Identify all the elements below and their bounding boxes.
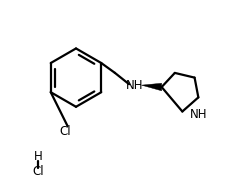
Text: Cl: Cl [60, 125, 71, 138]
Text: NH: NH [190, 108, 207, 121]
Text: Cl: Cl [32, 165, 44, 178]
Text: H: H [34, 150, 43, 163]
Polygon shape [142, 83, 162, 91]
Text: NH: NH [125, 79, 143, 92]
